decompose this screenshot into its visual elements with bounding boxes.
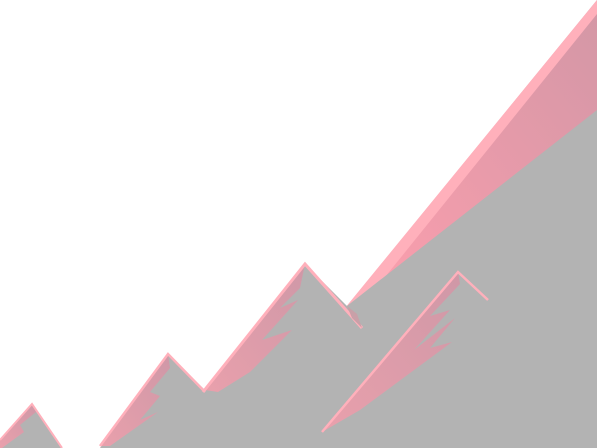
peak-1-edge xyxy=(0,402,63,448)
peak-2 xyxy=(98,352,206,447)
peak-1 xyxy=(0,402,63,448)
peak-4-edge xyxy=(321,270,489,433)
peak-3-edge xyxy=(201,261,364,393)
peak-3 xyxy=(201,261,364,393)
ridge-band-edge xyxy=(345,0,597,318)
peak-2-edge xyxy=(98,352,206,447)
peak-1-highlight xyxy=(0,404,36,448)
ridge-band xyxy=(345,0,597,318)
ridge-shadow xyxy=(347,306,362,328)
peak-4 xyxy=(321,270,489,433)
